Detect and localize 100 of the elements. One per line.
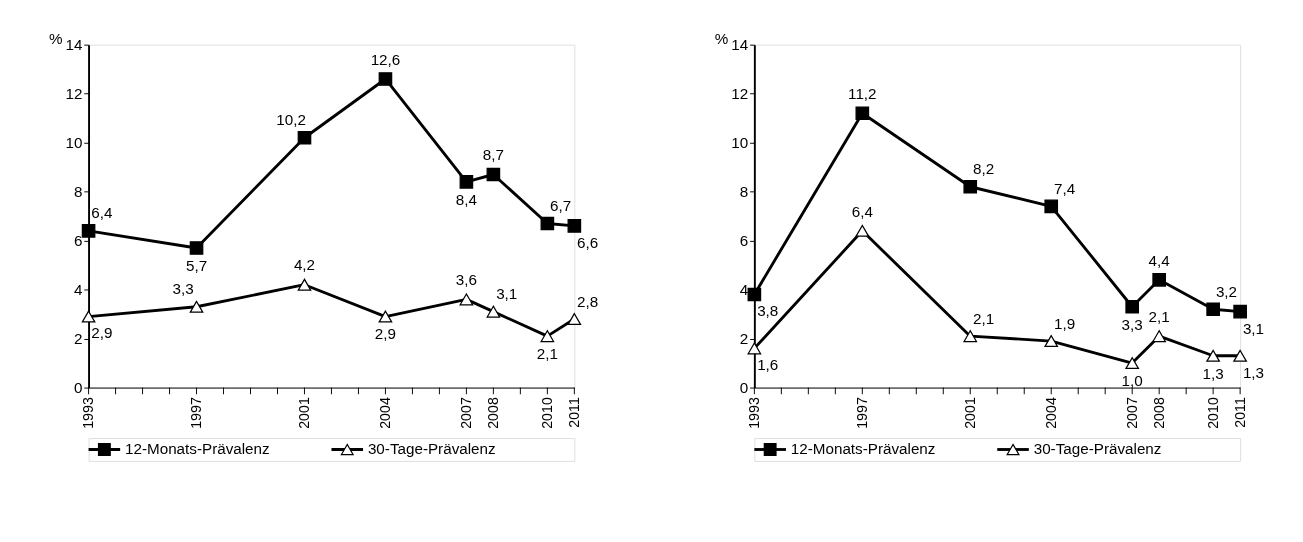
y-tick-label: 8 (739, 182, 749, 200)
x-tick-label: 2007 (1123, 397, 1140, 429)
point (459, 175, 474, 189)
point (297, 130, 312, 145)
legend-label: 30-Tage-Prävalenz (367, 440, 496, 458)
data-label: 3,1 (1242, 319, 1265, 337)
point (540, 330, 555, 343)
point (1152, 272, 1166, 287)
point (1044, 335, 1059, 348)
x-tick-label: 1997 (854, 397, 871, 429)
data-label: 11,2 (848, 84, 877, 102)
point (540, 216, 555, 231)
point (1233, 304, 1247, 319)
data-label: 2,8 (577, 292, 599, 310)
point (486, 305, 501, 318)
point (1125, 299, 1140, 314)
data-label: 1,3 (1242, 363, 1265, 381)
x-tick-label: 2011 (566, 397, 583, 428)
y-tick-label: 2 (73, 329, 83, 347)
legend-label: 12-Monats-Prävalenz (790, 440, 936, 458)
data-label: 10,2 (276, 111, 306, 129)
data-label: 12,6 (370, 50, 401, 68)
point (459, 293, 474, 306)
x-tick-label: 1997 (188, 397, 205, 429)
data-label: 3,1 (496, 285, 518, 303)
x-tick-label: 2008 (485, 397, 502, 429)
y-tick-label: 14 (731, 35, 749, 53)
y-axis-title: % (714, 30, 729, 48)
y-tick-label: 4 (739, 280, 749, 298)
data-label: 6,7 (550, 197, 572, 215)
y-tick-label: 12 (65, 84, 83, 102)
y-tick-label: 8 (73, 182, 83, 200)
data-label: 5,7 (185, 256, 208, 274)
point (486, 167, 501, 182)
point (1044, 199, 1059, 214)
data-label: 3,6 (455, 271, 477, 289)
x-tick-label: 2004 (1042, 397, 1059, 429)
y-tick-label: 6 (73, 231, 83, 249)
point (1125, 357, 1140, 370)
data-label: 2,1 (536, 345, 558, 363)
point (189, 300, 204, 313)
y-tick-label: 10 (731, 133, 749, 151)
point (81, 224, 96, 238)
y-tick-label: 10 (65, 133, 83, 151)
data-label: 4,4 (1148, 251, 1171, 269)
point (1206, 349, 1220, 362)
data-label: 2,9 (374, 325, 397, 343)
point (855, 224, 870, 237)
point (567, 219, 582, 233)
point (855, 106, 870, 121)
point (1206, 302, 1220, 317)
x-tick-label: 2001 (296, 397, 313, 429)
x-tick-label: 2010 (539, 397, 556, 429)
point (963, 330, 978, 343)
data-label: 1,9 (1053, 314, 1076, 332)
legend-label: 30-Tage-Prävalenz (1033, 440, 1162, 458)
data-label: 7,4 (1053, 179, 1076, 197)
y-tick-label: 6 (739, 231, 749, 249)
y-tick-label: 4 (73, 280, 83, 298)
data-label: 3,3 (1121, 315, 1143, 333)
data-label: 3,3 (172, 280, 194, 298)
data-label: 8,2 (973, 160, 995, 178)
point (963, 179, 978, 194)
data-label: 2,1 (1148, 307, 1170, 325)
data-label: 2,1 (973, 309, 995, 327)
x-tick-label: 2001 (962, 397, 979, 429)
y-tick-label: 12 (731, 84, 749, 102)
data-label: 2,9 (91, 324, 113, 342)
data-label: 3,8 (757, 302, 779, 320)
data-label: 6,6 (577, 233, 599, 251)
y-tick-label: 0 (73, 378, 83, 396)
legend-label: 12-Monats-Prävalenz (125, 440, 270, 458)
data-label: 1,6 (757, 356, 779, 374)
data-label: 6,4 (851, 202, 874, 220)
data-label: 1,3 (1202, 364, 1224, 382)
point (297, 278, 312, 291)
x-tick-label: 2007 (458, 397, 475, 429)
x-tick-label: 1993 (80, 397, 97, 429)
data-label: 4,2 (293, 256, 316, 274)
point (747, 287, 762, 302)
y-axis-title: % (49, 30, 63, 48)
data-label: 8,7 (482, 146, 504, 164)
x-tick-label: 1993 (746, 397, 763, 429)
point (567, 313, 582, 326)
point (378, 310, 393, 323)
data-label: 3,2 (1215, 282, 1238, 300)
y-tick-label: 2 (739, 329, 749, 347)
y-tick-label: 14 (65, 35, 83, 53)
x-tick-label: 2008 (1150, 397, 1167, 429)
data-label: 6,4 (91, 204, 114, 222)
point (1233, 349, 1247, 362)
x-tick-label: 2011 (1231, 397, 1248, 428)
point (378, 72, 393, 86)
point (1152, 330, 1166, 343)
data-label: 8,4 (455, 190, 478, 208)
x-tick-label: 2004 (377, 397, 394, 429)
y-tick-label: 0 (739, 378, 749, 396)
point (189, 241, 204, 255)
data-label: 1,0 (1121, 371, 1143, 389)
x-tick-label: 2010 (1204, 397, 1221, 429)
